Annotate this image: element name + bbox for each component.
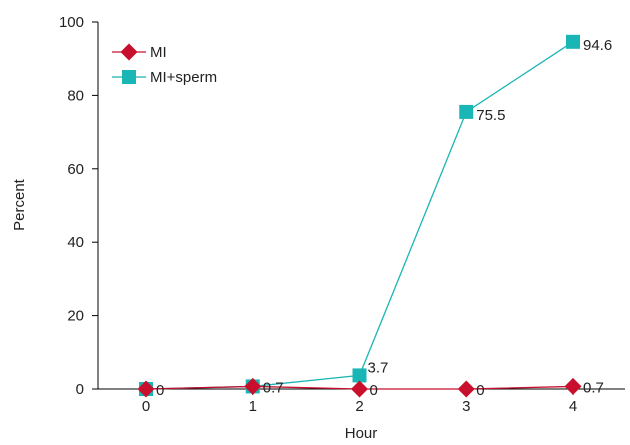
data-label: 0: [476, 382, 484, 399]
legend-label: MI: [150, 44, 167, 61]
y-tick-label: 0: [76, 381, 84, 398]
x-axis-label: Hour: [345, 425, 378, 442]
marker-mi-sperm: [352, 368, 367, 383]
y-axis-label: Percent: [11, 178, 28, 231]
legend-label: MI+sperm: [150, 69, 217, 86]
x-tick-label: 4: [569, 398, 577, 415]
y-tick-label: 80: [67, 87, 84, 104]
data-label: 0.7: [583, 379, 604, 396]
legend-marker: [122, 70, 136, 84]
y-tick-label: 60: [67, 161, 84, 178]
x-tick-label: 2: [355, 398, 363, 415]
data-label: 0: [156, 382, 164, 399]
y-ticks: 0 20 40 60 80 100: [59, 14, 98, 398]
series-markers: [137, 34, 582, 398]
x-tick-label: 1: [249, 398, 257, 415]
marker-mi: [564, 377, 582, 395]
data-label: 3.7: [368, 359, 389, 376]
legend-marker: [120, 43, 138, 61]
x-tick-label: 0: [142, 398, 150, 415]
data-label: 75.5: [476, 107, 505, 124]
data-label: 94.6: [583, 37, 612, 54]
y-tick-label: 40: [67, 234, 84, 251]
marker-mi: [137, 380, 155, 398]
y-tick-label: 100: [59, 14, 84, 31]
marker-mi: [457, 380, 475, 398]
marker-mi-sperm: [459, 104, 474, 119]
data-label: 0: [370, 382, 378, 399]
data-labels: 0 0 0.7 0 0.7 3.7 75.5 94.6: [156, 37, 612, 399]
marker-mi: [351, 380, 368, 398]
legend: MI MI+sperm: [112, 43, 217, 86]
marker-mi: [244, 377, 262, 395]
x-tick-label: 3: [462, 398, 470, 415]
data-label: 0.7: [263, 379, 284, 396]
y-tick-label: 20: [67, 308, 84, 325]
marker-mi-sperm: [566, 34, 580, 49]
series-lines: [145, 41, 574, 390]
series-line-mi-sperm: [145, 41, 574, 390]
